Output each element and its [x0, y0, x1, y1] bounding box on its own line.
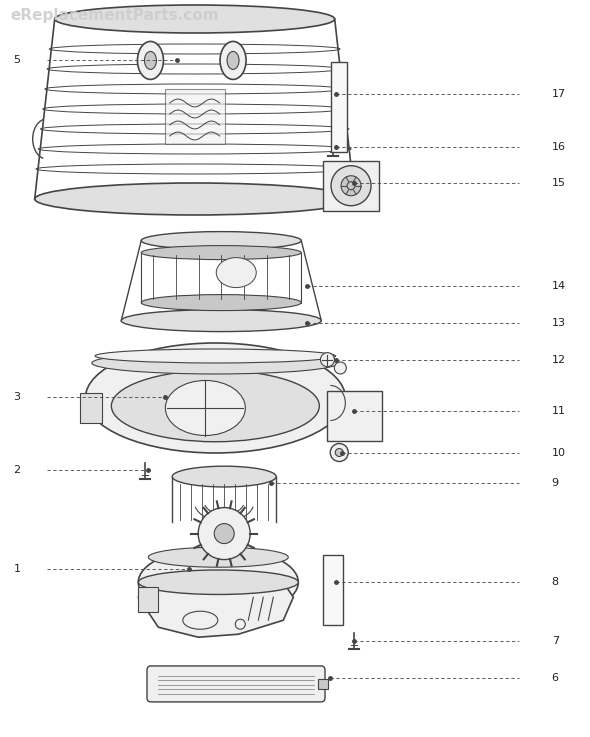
Ellipse shape [141, 231, 301, 250]
Text: 16: 16 [552, 142, 566, 153]
Circle shape [214, 523, 234, 544]
Ellipse shape [141, 245, 301, 259]
Text: 13: 13 [552, 318, 566, 328]
Bar [165, 89, 225, 144]
Ellipse shape [183, 611, 218, 629]
Ellipse shape [227, 52, 239, 69]
Text: 15: 15 [552, 178, 566, 188]
Circle shape [335, 362, 346, 374]
Circle shape [235, 619, 245, 629]
Text: 1: 1 [14, 564, 21, 574]
Bar [326, 391, 382, 441]
FancyBboxPatch shape [147, 666, 325, 702]
Ellipse shape [148, 548, 289, 567]
Bar [323, 555, 343, 624]
Polygon shape [138, 582, 293, 638]
Ellipse shape [217, 258, 256, 287]
Text: 5: 5 [14, 55, 21, 66]
Circle shape [330, 444, 348, 461]
Ellipse shape [137, 41, 163, 80]
Circle shape [320, 353, 335, 366]
Text: 2: 2 [14, 465, 21, 475]
Text: 17: 17 [552, 89, 566, 99]
Circle shape [331, 166, 371, 206]
Ellipse shape [86, 343, 345, 453]
Ellipse shape [55, 5, 335, 33]
Ellipse shape [220, 41, 246, 80]
Bar [318, 679, 328, 689]
Ellipse shape [122, 310, 321, 332]
Ellipse shape [141, 295, 301, 310]
Ellipse shape [138, 548, 299, 617]
Ellipse shape [95, 349, 336, 363]
Text: 3: 3 [14, 391, 21, 402]
Bar [331, 62, 348, 152]
Text: 6: 6 [552, 673, 559, 683]
Ellipse shape [145, 52, 156, 69]
Circle shape [347, 182, 355, 189]
Text: 8: 8 [552, 577, 559, 587]
Text: 9: 9 [552, 478, 559, 488]
Ellipse shape [138, 570, 299, 595]
Text: 7: 7 [552, 636, 559, 646]
Circle shape [335, 449, 343, 456]
Ellipse shape [165, 380, 245, 436]
Ellipse shape [92, 352, 339, 374]
Text: 10: 10 [552, 448, 566, 458]
Text: 11: 11 [552, 406, 566, 416]
Bar [80, 393, 102, 423]
Bar [138, 587, 158, 612]
Text: eReplacementParts.com: eReplacementParts.com [10, 8, 219, 23]
Text: 14: 14 [552, 281, 566, 291]
Ellipse shape [172, 467, 276, 487]
Ellipse shape [35, 183, 355, 215]
Circle shape [341, 175, 361, 196]
Ellipse shape [112, 370, 319, 441]
Text: 12: 12 [552, 354, 566, 365]
Bar [323, 161, 379, 211]
Circle shape [198, 508, 250, 559]
